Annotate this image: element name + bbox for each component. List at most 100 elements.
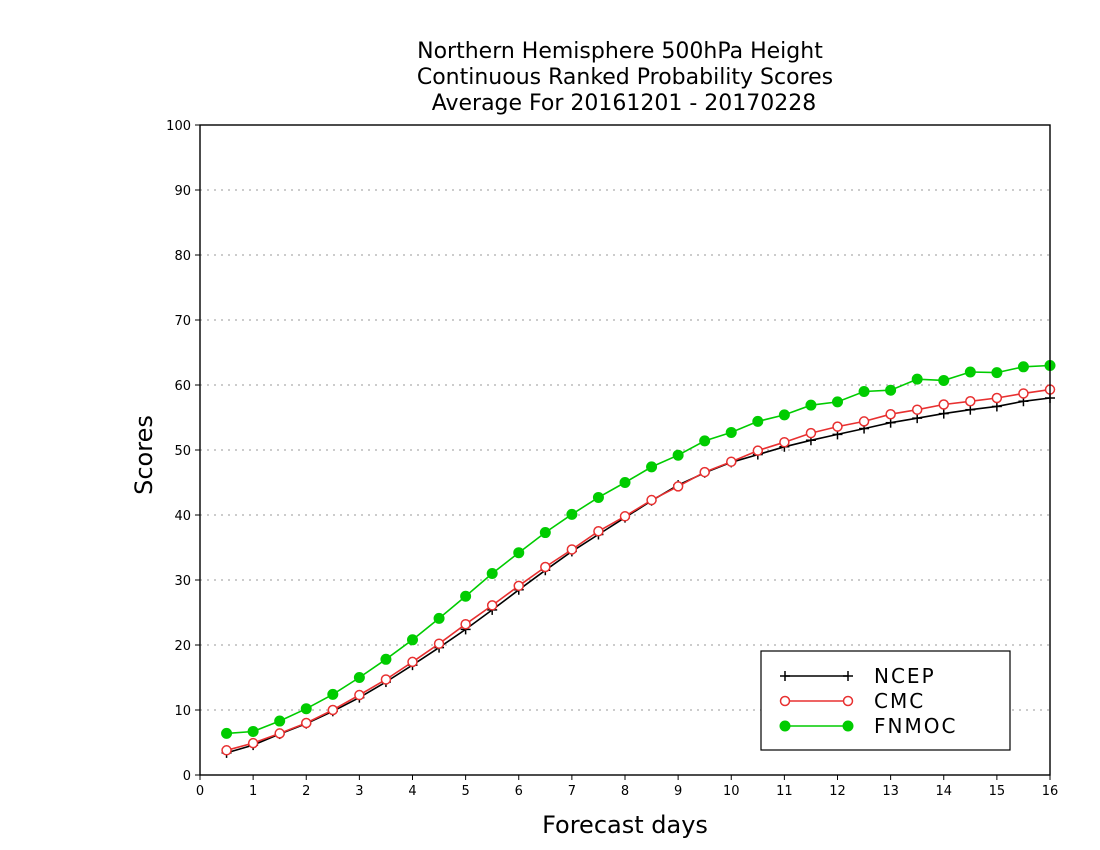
data-point-fnmoc — [486, 568, 498, 579]
data-point-cmc — [354, 689, 365, 701]
x-tick-label: 8 — [621, 784, 629, 799]
y-tick-label: 90 — [174, 184, 191, 199]
legend-marker — [779, 720, 791, 732]
legend-label-ncep: NCEP — [874, 664, 936, 688]
data-point-cmc — [221, 745, 232, 756]
x-tick-label: 7 — [568, 784, 576, 799]
data-point-cmc — [805, 427, 817, 439]
data-point-cmc — [380, 674, 392, 685]
y-tick-label: 40 — [174, 509, 191, 524]
data-point-fnmoc — [380, 653, 392, 665]
legend-label-fnmoc: FNMOC — [874, 714, 957, 738]
data-point-fnmoc — [407, 634, 418, 646]
data-point-fnmoc — [832, 396, 843, 408]
x-tick-label: 13 — [882, 784, 899, 799]
legend-item-ncep: NCEP — [780, 664, 936, 688]
data-point-cmc — [858, 416, 870, 427]
legend-marker — [779, 695, 791, 707]
data-point-cmc — [566, 544, 578, 555]
data-point-fnmoc — [672, 449, 684, 461]
data-point-fnmoc — [274, 715, 286, 727]
x-tick-label: 11 — [776, 784, 793, 799]
legend-marker — [843, 671, 853, 681]
title-line-1: Northern Hemisphere 500hPa Height — [417, 39, 823, 64]
grid — [200, 189, 1050, 711]
data-point-cmc — [726, 456, 737, 467]
data-point-fnmoc — [911, 373, 923, 385]
x-tick-label: 10 — [723, 784, 740, 799]
data-point-fnmoc — [752, 415, 764, 427]
data-point-cmc — [301, 717, 312, 729]
data-point-cmc — [965, 396, 976, 407]
series-fnmoc — [221, 360, 1056, 739]
data-point-fnmoc — [566, 508, 578, 520]
y-tick-label: 10 — [174, 704, 191, 719]
x-tick-label: 12 — [829, 784, 846, 799]
chart-title: Northern Hemisphere 500hPa Height Contin… — [417, 39, 833, 116]
data-point-fnmoc — [1017, 361, 1029, 373]
x-tick-label: 2 — [302, 784, 310, 799]
data-point-cmc — [1018, 388, 1029, 399]
data-point-fnmoc — [991, 367, 1003, 379]
data-point-cmc — [752, 445, 764, 456]
data-point-cmc — [885, 409, 896, 420]
data-point-fnmoc — [353, 672, 365, 683]
data-point-cmc — [247, 737, 259, 749]
legend-item-fnmoc: FNMOC — [779, 714, 957, 738]
x-tick-label: 5 — [461, 784, 469, 799]
x-tick-label: 14 — [935, 784, 952, 799]
data-point-fnmoc — [858, 386, 870, 397]
data-point-fnmoc — [805, 399, 817, 411]
y-tick-label: 20 — [174, 639, 191, 654]
legend-item-cmc: CMC — [779, 689, 925, 713]
x-tick-label: 1 — [249, 784, 257, 799]
data-point-cmc — [593, 526, 604, 537]
data-point-fnmoc — [885, 384, 897, 396]
series-cmc — [221, 384, 1056, 756]
legend-label-cmc: CMC — [874, 689, 925, 713]
x-tick-label: 3 — [355, 784, 363, 799]
data-point-fnmoc — [938, 374, 950, 386]
data-point-fnmoc — [247, 725, 259, 737]
data-point-cmc — [460, 618, 471, 630]
data-point-fnmoc — [964, 366, 976, 378]
data-point-cmc — [619, 511, 631, 522]
data-point-fnmoc — [539, 527, 551, 539]
title-line-3: Average For 20161201 - 20170228 — [432, 91, 817, 116]
x-tick-label: 0 — [196, 784, 204, 799]
x-tick-label: 4 — [408, 784, 416, 799]
data-point-fnmoc — [221, 727, 233, 739]
x-axis-title: Forecast days — [542, 811, 708, 839]
data-point-cmc — [327, 704, 339, 716]
data-point-fnmoc — [592, 491, 604, 503]
data-point-fnmoc — [513, 547, 525, 559]
data-point-cmc — [646, 494, 657, 506]
y-tick-label: 30 — [174, 574, 191, 589]
data-point-fnmoc — [725, 426, 737, 438]
data-point-cmc — [407, 656, 418, 668]
x-tick-label: 6 — [515, 784, 523, 799]
data-point-cmc — [832, 421, 843, 432]
data-point-cmc — [513, 580, 524, 592]
data-point-cmc — [486, 600, 498, 611]
data-point-fnmoc — [646, 461, 658, 473]
y-tick-label: 60 — [174, 379, 191, 394]
y-tick-label: 50 — [174, 444, 191, 459]
data-point-cmc — [911, 404, 923, 415]
y-tick-label: 70 — [174, 314, 191, 329]
x-tick-label: 16 — [1042, 784, 1059, 799]
data-point-cmc — [938, 399, 949, 410]
data-point-fnmoc — [699, 435, 711, 447]
data-point-cmc — [433, 638, 445, 649]
legend-marker — [780, 671, 790, 681]
y-tick-label: 100 — [166, 119, 191, 134]
series-layer — [221, 360, 1056, 758]
data-point-fnmoc — [619, 477, 631, 488]
data-point-fnmoc — [778, 409, 790, 421]
data-point-cmc — [991, 392, 1003, 404]
x-tick-label: 15 — [989, 784, 1006, 799]
y-axis-title: Scores — [130, 415, 158, 495]
